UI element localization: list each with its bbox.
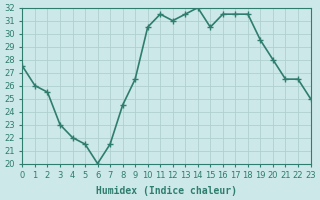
X-axis label: Humidex (Indice chaleur): Humidex (Indice chaleur) <box>96 186 237 196</box>
